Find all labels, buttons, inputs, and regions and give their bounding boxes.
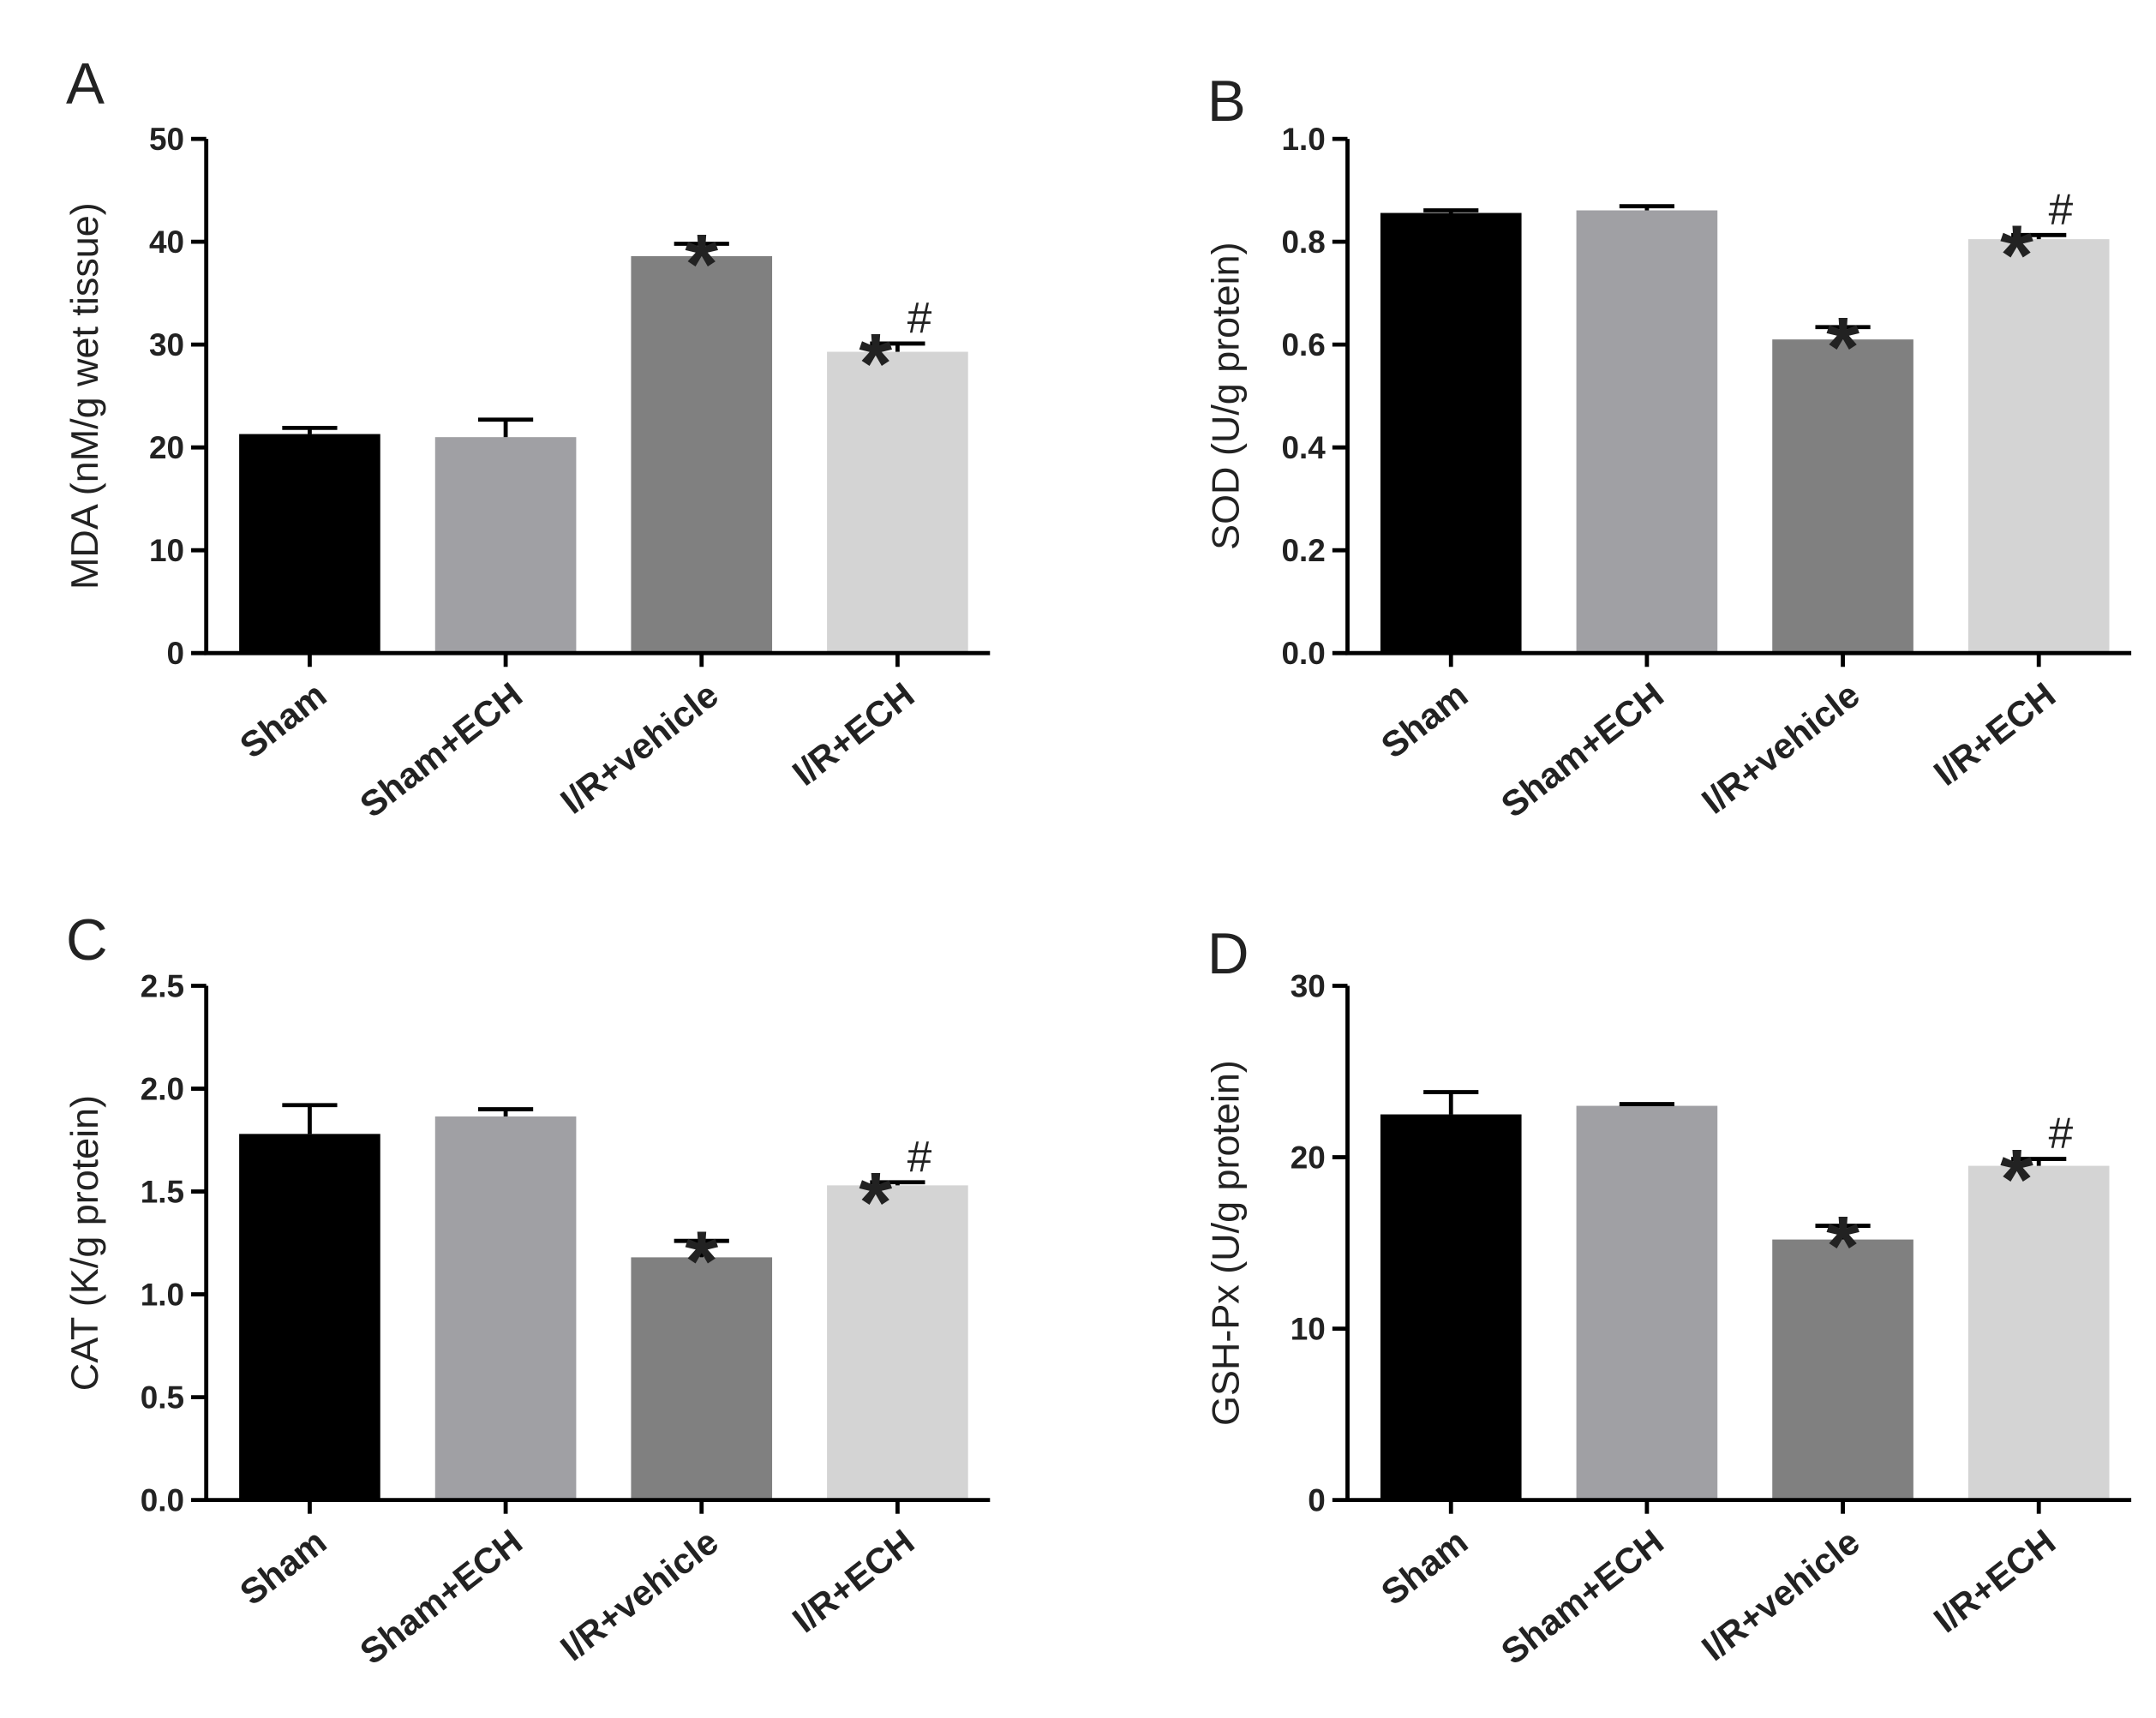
y-tick-label: 0.8 (1282, 224, 1326, 260)
y-axis-label: MDA (nM/g wet tissue) (63, 202, 106, 590)
y-tick-label: 10 (149, 533, 184, 568)
y-tick-label: 1.0 (141, 1277, 184, 1312)
y-tick-label: 20 (1291, 1140, 1326, 1175)
significance-mark: # (907, 293, 932, 342)
x-tick-label: Sham+ECH (1494, 674, 1671, 825)
error-bar (477, 417, 534, 438)
significance-mark: # (2049, 1109, 2074, 1158)
bar (631, 1257, 773, 1500)
x-tick-label: I/R+ECH (1926, 1521, 2063, 1640)
x-tick-label: I/R+vehicle (553, 674, 726, 822)
error-bar (674, 1238, 729, 1258)
bar (1772, 339, 1913, 654)
chart-panel: Sham Sham+ECH I/R+vehicle I/R+ECH 0.0 0.5 1.0 1… (63, 908, 991, 1672)
bar (434, 437, 577, 654)
x-tick-label: Sham (1374, 674, 1475, 766)
error-bar (1619, 204, 1674, 211)
error-bar (870, 341, 925, 352)
bar (631, 255, 773, 654)
error-bar (1815, 325, 1871, 340)
y-tick-label: 2.0 (141, 1071, 184, 1106)
y-tick-label: 2.5 (141, 968, 184, 1003)
x-tick-label: Sham+ECH (352, 1521, 530, 1672)
y-tick-label: 30 (149, 327, 184, 362)
chart-panel: Sham Sham+ECH I/R+vehicle I/R+ECH 0.0 0.2 0.4 0… (1204, 69, 2132, 825)
y-tick-label: 10 (1291, 1311, 1326, 1346)
y-axis-label: SOD (U/g protein) (1204, 242, 1248, 549)
y-tick-label: 30 (1291, 968, 1326, 1003)
x-tick-label: I/R+vehicle (1694, 674, 1867, 822)
panel-label: C (66, 908, 108, 973)
y-tick-label: 0.0 (141, 1482, 184, 1517)
bar (1576, 210, 1718, 654)
error-bar (870, 1180, 925, 1186)
bar (1967, 1165, 2110, 1500)
y-axis-label: GSH-Px (U/g protein) (1204, 1060, 1248, 1426)
x-tick-label: I/R+vehicle (553, 1521, 726, 1668)
bar (239, 1134, 380, 1500)
y-tick-label: 0.6 (1282, 327, 1326, 362)
x-tick-label: Sham+ECH (1494, 1521, 1671, 1672)
y-tick-label: 0 (1308, 1482, 1326, 1517)
significance-mark: * (685, 1214, 718, 1309)
error-bar (1619, 1102, 1674, 1106)
y-tick-label: 1.0 (1282, 122, 1326, 157)
error-bar (477, 1107, 534, 1116)
panel-label: D (1207, 922, 1249, 986)
chart-panel: Sham Sham+ECH I/R+vehicle I/R+ECH 0 10 20 30 * * #… (1204, 922, 2132, 1672)
panel-label: B (1207, 69, 1246, 134)
y-tick-label: 0.0 (1282, 636, 1326, 671)
x-tick-label: Sham+ECH (352, 674, 530, 825)
bar (827, 351, 968, 654)
x-tick-label: I/R+ECH (785, 1521, 922, 1640)
error-bar (674, 242, 729, 256)
x-tick-label: I/R+ECH (1926, 674, 2063, 793)
bar (1380, 213, 1522, 654)
bar (434, 1116, 577, 1500)
chart-panel: Sham Sham+ECH I/R+vehicle I/R+ECH 0 10 20 30 40 5… (63, 51, 991, 825)
error-bar (282, 425, 338, 434)
y-tick-label: 1.5 (141, 1174, 184, 1209)
error-bar (1815, 1224, 1871, 1240)
y-tick-label: 0.4 (1282, 430, 1327, 465)
significance-mark: * (1826, 1199, 1860, 1294)
y-axis-label: CAT (K/g protein) (63, 1095, 106, 1391)
y-tick-label: 50 (149, 122, 184, 157)
y-tick-label: 0.2 (1282, 533, 1326, 568)
error-bar (2011, 1157, 2067, 1166)
x-tick-label: I/R+ECH (785, 674, 922, 793)
panel-label: A (66, 51, 105, 116)
bar (239, 434, 380, 654)
significance-mark: * (2000, 1132, 2033, 1227)
x-tick-label: Sham (1374, 1521, 1475, 1613)
y-tick-label: 0.5 (141, 1380, 184, 1415)
x-tick-label: Sham (232, 1521, 333, 1613)
bar (1772, 1239, 1913, 1500)
significance-mark: * (859, 317, 892, 412)
y-tick-label: 20 (149, 430, 184, 465)
significance-mark: * (1826, 301, 1860, 396)
y-tick-label: 40 (149, 224, 184, 260)
x-tick-label: Sham (232, 674, 333, 766)
bar (1576, 1105, 1718, 1500)
error-bar (1423, 208, 1479, 213)
error-bar (282, 1103, 338, 1134)
significance-mark: * (2000, 208, 2033, 303)
error-bar (2011, 232, 2067, 240)
bar (1967, 239, 2110, 654)
bar (827, 1185, 968, 1500)
significance-mark: # (907, 1132, 932, 1181)
y-tick-label: 0 (166, 636, 184, 671)
significance-mark: * (859, 1156, 892, 1251)
significance-mark: # (2049, 184, 2074, 233)
x-tick-label: I/R+vehicle (1694, 1521, 1867, 1668)
significance-mark: * (685, 217, 718, 312)
error-bar (1423, 1090, 1479, 1115)
bar (1380, 1114, 1522, 1500)
